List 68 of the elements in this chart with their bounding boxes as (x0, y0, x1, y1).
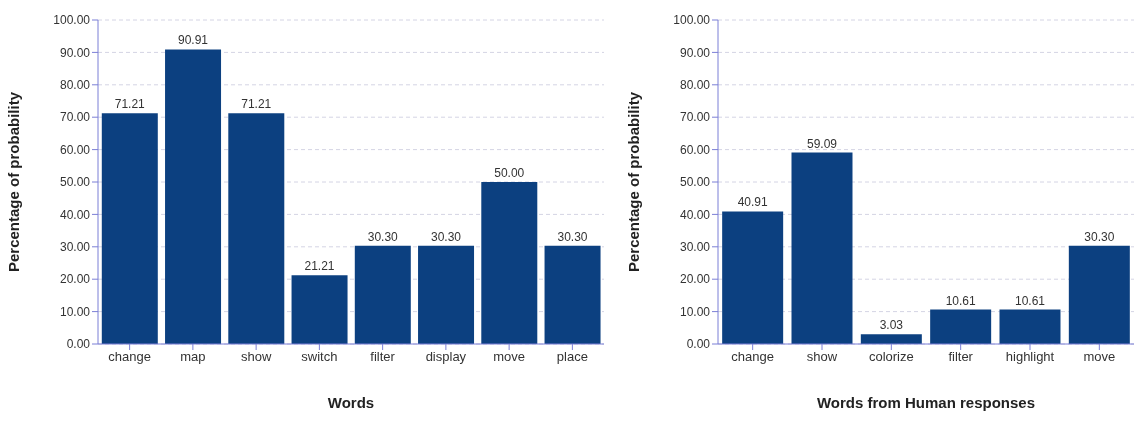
data-label: 3.03 (879, 318, 904, 333)
y-tick-label: 20.00 (679, 272, 711, 287)
data-label: 21.21 (304, 259, 335, 274)
data-label: 30.30 (431, 229, 462, 244)
y-axis-title: Percentage of probability (625, 91, 643, 273)
bar (791, 152, 853, 344)
bar (165, 49, 222, 344)
bar (1068, 245, 1130, 344)
bar (101, 113, 158, 344)
data-label: 59.09 (806, 136, 838, 151)
data-label: 40.91 (737, 195, 768, 210)
bar (722, 211, 784, 344)
x-axis-title: Words from Human responses (816, 394, 1036, 411)
bar (228, 113, 285, 344)
y-axis-title: Percentage of probability (5, 91, 23, 273)
bar (930, 309, 992, 344)
data-label: 90.91 (178, 33, 209, 48)
y-tick-label: 40.00 (59, 207, 91, 222)
bar (418, 245, 475, 344)
y-tick-label: 100.00 (53, 13, 91, 28)
data-label: 10.61 (945, 293, 976, 308)
y-tick-label: 60.00 (679, 142, 711, 157)
y-tick-label: 90.00 (59, 45, 91, 60)
y-tick-label: 100.00 (673, 13, 711, 28)
y-tick-label: 90.00 (679, 45, 711, 60)
bar (860, 334, 922, 344)
x-tick-label: move (493, 349, 526, 365)
y-tick-label: 70.00 (59, 110, 91, 125)
bar (354, 245, 411, 344)
y-tick-label: 80.00 (59, 78, 91, 93)
x-tick-label: show (806, 349, 838, 365)
x-tick-label: show (240, 349, 272, 365)
data-label: 30.30 (1084, 229, 1115, 244)
y-tick-label: 50.00 (679, 175, 711, 190)
y-tick-label: 40.00 (679, 207, 711, 222)
y-tick-label: 20.00 (59, 272, 91, 287)
bar (291, 275, 348, 344)
x-tick-label: change (108, 349, 151, 365)
data-label: 71.21 (241, 97, 272, 112)
y-tick-label: 70.00 (679, 110, 711, 125)
y-tick-label: 10.00 (679, 304, 711, 319)
x-tick-label: change (731, 349, 774, 365)
x-tick-label: move (1083, 349, 1116, 365)
bar (481, 182, 538, 344)
x-tick-label: filter (370, 349, 396, 365)
x-tick-label: highlight (1005, 349, 1055, 365)
data-label: 71.21 (114, 97, 146, 112)
x-axis-title: Words (327, 394, 375, 411)
y-tick-label: 30.00 (59, 240, 91, 255)
data-label: 10.61 (1014, 293, 1046, 308)
x-tick-label: switch (301, 349, 338, 365)
x-tick-label: filter (948, 349, 974, 365)
data-label: 30.30 (367, 229, 399, 244)
y-tick-label: 60.00 (59, 142, 91, 157)
x-tick-label: colorize (868, 349, 914, 365)
y-tick-label: 0.00 (66, 337, 91, 352)
bar (999, 309, 1061, 344)
x-tick-label: display (425, 349, 467, 365)
y-tick-label: 30.00 (679, 240, 711, 255)
y-tick-label: 0.00 (686, 337, 711, 352)
data-label: 50.00 (494, 166, 525, 180)
data-label: 30.30 (557, 229, 588, 244)
y-tick-label: 80.00 (679, 78, 711, 93)
y-tick-label: 50.00 (59, 175, 91, 190)
y-tick-label: 10.00 (59, 304, 91, 319)
bar (544, 245, 601, 344)
x-tick-label: map (180, 349, 206, 365)
x-tick-label: place (556, 349, 588, 365)
